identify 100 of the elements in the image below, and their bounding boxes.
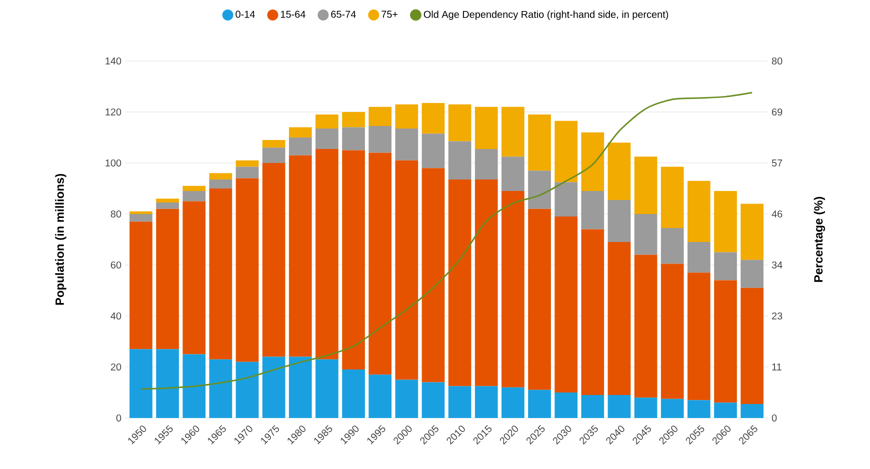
bar	[634, 156, 658, 214]
bar	[528, 114, 551, 171]
bar	[316, 128, 338, 149]
bar	[608, 200, 631, 242]
bar	[288, 155, 312, 357]
bar	[209, 173, 232, 180]
y2-tick-label: 69	[772, 108, 782, 116]
bar	[714, 252, 737, 280]
bar	[660, 228, 684, 264]
bar	[740, 288, 764, 404]
bar	[634, 398, 658, 418]
bar	[422, 134, 445, 168]
legend-label: 15-64	[280, 10, 306, 18]
y2-tick-label: 46	[772, 210, 782, 218]
bar	[182, 191, 206, 202]
bar	[288, 137, 312, 156]
y2-tick-label: 0	[772, 414, 777, 422]
bar	[581, 191, 604, 230]
bar	[714, 280, 737, 403]
bar	[209, 188, 232, 360]
bar	[316, 359, 338, 418]
bar	[182, 354, 206, 418]
y-tick-label: 80	[110, 210, 122, 218]
y2-tick-label: 80	[772, 57, 782, 65]
bar	[316, 148, 338, 360]
bar	[130, 211, 152, 214]
bar	[554, 392, 578, 418]
bar	[634, 254, 658, 398]
y2-tick-label: 57	[772, 160, 782, 166]
bar	[448, 386, 472, 418]
bar	[740, 260, 764, 288]
bar	[422, 382, 445, 418]
bar	[474, 386, 498, 418]
bar	[156, 208, 179, 350]
bar	[156, 202, 179, 209]
y2-axis-title: Percentage (%)	[814, 196, 826, 282]
bar	[448, 180, 472, 386]
bar	[395, 380, 418, 418]
bar	[714, 191, 737, 252]
bar	[581, 132, 604, 192]
bar	[474, 180, 498, 386]
bar	[422, 168, 445, 382]
bar	[688, 400, 710, 418]
bar	[342, 127, 365, 150]
bar	[502, 106, 524, 157]
bar	[688, 242, 710, 273]
bar	[236, 178, 259, 362]
legend-label: 0-14	[236, 10, 255, 18]
line-series	[140, 92, 753, 390]
legend-label: 75+	[382, 10, 398, 18]
bar	[368, 106, 392, 126]
y-tick-label: 0	[116, 414, 122, 422]
bar	[528, 170, 551, 209]
y-tick-label: 120	[106, 108, 122, 116]
bar	[395, 104, 418, 129]
bar	[368, 126, 392, 153]
bar	[448, 104, 472, 142]
bar	[262, 162, 286, 357]
bar	[182, 201, 206, 354]
bar	[608, 242, 631, 396]
bar	[395, 128, 418, 160]
y-tick-label: 100	[106, 159, 122, 167]
bar	[236, 362, 259, 418]
bar	[288, 127, 312, 138]
bar	[581, 395, 604, 418]
bar	[342, 150, 365, 370]
bar	[368, 374, 392, 418]
bar	[130, 349, 152, 418]
bar	[262, 356, 286, 418]
bar	[156, 198, 179, 203]
y2-tick-label: 34	[772, 261, 782, 268]
bar	[182, 186, 206, 192]
y-tick-label: 140	[106, 57, 122, 65]
bar	[368, 152, 392, 375]
bar	[554, 120, 578, 182]
legend-label: 65-74	[331, 10, 356, 18]
bar	[156, 349, 179, 418]
bar	[288, 356, 312, 418]
bar	[660, 166, 684, 228]
bar	[528, 390, 551, 418]
bar	[130, 222, 152, 350]
y-tick-label: 40	[110, 312, 122, 320]
bar	[554, 182, 578, 217]
y-tick-label: 20	[110, 363, 122, 371]
bar	[688, 180, 710, 242]
bar	[342, 112, 365, 128]
bar	[740, 404, 764, 418]
bar	[130, 214, 152, 222]
bar	[502, 387, 524, 418]
bar	[209, 180, 232, 188]
bar	[740, 204, 764, 260]
y-axis-title: Population (in millions)	[55, 174, 66, 305]
bar	[395, 160, 418, 380]
y-tick-label: 60	[110, 261, 122, 269]
bar	[474, 106, 498, 149]
bar	[581, 229, 604, 396]
bar	[660, 398, 684, 418]
bar	[528, 208, 551, 390]
bar	[448, 141, 472, 180]
bar	[262, 148, 286, 163]
